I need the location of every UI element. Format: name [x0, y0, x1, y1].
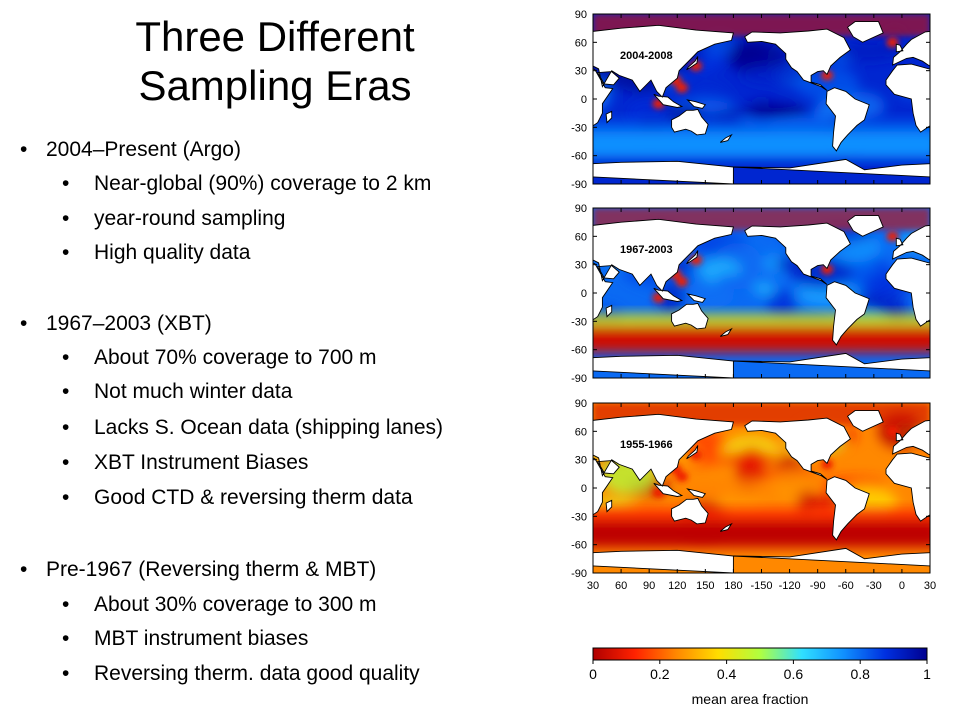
colorbar-gradient: [592, 647, 928, 661]
y-tick-label: -60: [571, 151, 587, 163]
land-mask: [593, 410, 930, 573]
x-tick-label: 150: [696, 580, 714, 592]
y-tick-label: 60: [575, 231, 587, 243]
y-tick-label: 0: [581, 483, 587, 495]
slide-title: Three Different Sampling Eras: [80, 12, 470, 110]
land-mask: [593, 215, 930, 378]
y-tick-label: 60: [575, 426, 587, 438]
panel-period-label: 2004-2008: [620, 50, 673, 62]
x-tick-label: -120: [779, 580, 801, 592]
bullet-icon: •: [62, 416, 70, 439]
y-tick-label: 60: [575, 37, 587, 49]
y-tick-label: 0: [581, 94, 587, 106]
sampling-coverage-maps: 90 60 30 0 -30 -60 -90 2004-2008 90 60 30 0 -30 -60 -9…: [571, 9, 936, 707]
bullet-icon: •: [20, 558, 28, 581]
y-tick-label: 30: [575, 66, 587, 78]
bullet-icon: •: [62, 380, 70, 403]
x-tick-label: 90: [643, 580, 655, 592]
y-tick-label: 90: [575, 203, 587, 215]
title-line-1: Three Different: [135, 13, 415, 60]
x-tick-label: 30: [587, 580, 599, 592]
y-tick-label: 30: [575, 260, 587, 272]
bullet-icon: •: [62, 451, 70, 474]
bullet-icon: •: [62, 627, 70, 650]
land-mask: [593, 21, 930, 184]
colorbar-tick-label: 0.8: [850, 666, 870, 682]
colorbar-tick-label: 0: [589, 666, 597, 682]
y-tick-label: -60: [571, 345, 587, 357]
coverage-map-panel: 90 60 30 0 -30 -60 -90 1967-2003: [571, 203, 931, 385]
x-tick-label: -150: [750, 580, 772, 592]
y-tick-label: -90: [571, 568, 587, 580]
title-line-2: Sampling Eras: [138, 62, 412, 109]
x-tick-label: -90: [810, 580, 826, 592]
y-tick-label: -30: [571, 511, 587, 523]
bullet-icon: •: [62, 241, 70, 264]
x-tick-label: 180: [724, 580, 742, 592]
bullet-icon: •: [62, 346, 70, 369]
colorbar-tick-label: 1: [923, 666, 931, 682]
x-tick-label: -30: [866, 580, 882, 592]
bullet-icon: •: [62, 662, 70, 685]
bullet-icon: •: [62, 172, 70, 195]
bullet-icon: •: [20, 312, 28, 335]
y-tick-label: 0: [581, 288, 587, 300]
bullet-icon: •: [62, 593, 70, 616]
y-tick-label: 90: [575, 398, 587, 410]
x-tick-label: 60: [615, 580, 627, 592]
y-tick-label: -30: [571, 316, 587, 328]
coverage-map-panel: 90 60 30 0 -30 -60 -90 1955-1966: [571, 398, 931, 580]
coverage-map-panel: 90 60 30 0 -30 -60 -90 2004-2008: [571, 9, 931, 191]
colorbar-tick-label: 0.4: [717, 666, 737, 682]
bullet-icon: •: [62, 486, 70, 509]
y-tick-label: 30: [575, 455, 587, 467]
y-tick-label: -90: [571, 373, 587, 385]
panel-period-label: 1955-1966: [620, 439, 673, 451]
colorbar-label: mean area fraction: [692, 691, 809, 707]
y-tick-label: -30: [571, 122, 587, 134]
x-tick-label: 120: [668, 580, 686, 592]
x-tick-label: 0: [899, 580, 905, 592]
bullet-icon: •: [62, 207, 70, 230]
y-tick-label: 90: [575, 9, 587, 21]
bullet-icon: •: [20, 138, 28, 161]
x-tick-label: -60: [838, 580, 854, 592]
colorbar-tick-label: 0.2: [650, 666, 670, 682]
panel-period-label: 1967-2003: [620, 244, 673, 256]
colorbar: 0 0.2 0.4 0.6 0.8 1 mean area fraction: [589, 647, 931, 707]
y-tick-label: -90: [571, 179, 587, 191]
colorbar-tick-label: 0.6: [784, 666, 804, 682]
x-tick-label: 30: [924, 580, 936, 592]
y-tick-label: -60: [571, 540, 587, 552]
